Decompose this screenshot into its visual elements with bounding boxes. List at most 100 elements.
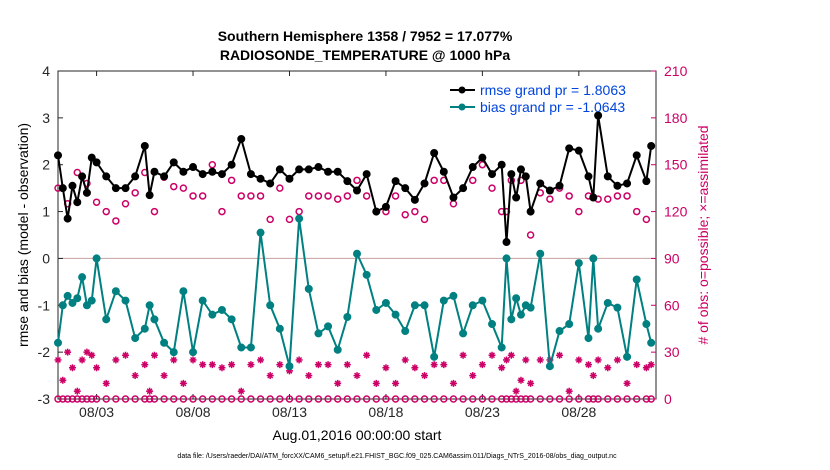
possible-point <box>314 192 323 200</box>
zero-count-point <box>522 395 530 403</box>
possible-point <box>131 189 139 197</box>
rmse-point <box>584 172 593 181</box>
assimilated-point <box>266 372 274 380</box>
assimilated-point <box>401 356 409 364</box>
possible-point <box>343 192 352 200</box>
bias-point <box>584 334 593 343</box>
assimilated-point <box>276 361 284 369</box>
assimilated-point <box>160 372 168 380</box>
assimilated-point <box>623 379 631 387</box>
rmse-point <box>227 160 236 169</box>
bias-point <box>512 294 521 303</box>
y-right-tick-label: 60 <box>664 297 680 313</box>
rmse-point <box>642 177 651 186</box>
rmse-point <box>121 184 130 193</box>
zero-count-point <box>430 395 438 403</box>
x-tick-label: 08/08 <box>176 404 211 420</box>
assimilated-point <box>295 356 303 364</box>
assimilated-point <box>556 351 564 359</box>
zero-count-point <box>83 395 91 403</box>
possible-point <box>102 207 110 216</box>
possible-point <box>179 184 188 192</box>
bias-point <box>189 348 198 357</box>
rmse-point <box>256 174 265 183</box>
assimilated-point <box>112 356 120 364</box>
assimilated-point <box>93 364 101 372</box>
possible-point <box>295 207 303 216</box>
rmse-point <box>324 167 333 176</box>
zero-count-point <box>362 395 371 403</box>
assimilated-point <box>488 351 496 359</box>
possible-point <box>362 192 371 200</box>
y-left-tick-label: -1 <box>38 297 51 313</box>
rmse-point <box>343 177 352 186</box>
bias-point <box>150 315 159 324</box>
bias-point <box>63 291 72 300</box>
assimilated-point <box>199 361 207 369</box>
bias-point <box>58 301 67 310</box>
assimilated-point <box>517 376 525 384</box>
y-left-tick-label: 2 <box>42 157 50 173</box>
assimilated-point <box>633 361 641 369</box>
assimilated-point <box>469 372 477 380</box>
zero-count-point <box>131 395 139 403</box>
zero-count-point <box>382 395 390 403</box>
rmse-point <box>169 158 178 167</box>
zero-count-point <box>594 395 602 403</box>
assimilated-point <box>334 379 342 387</box>
bias-point <box>198 296 207 305</box>
bias-point <box>179 287 188 296</box>
possible-point <box>401 210 409 219</box>
assimilated-point <box>237 387 245 395</box>
possible-point <box>285 215 294 224</box>
possible-point <box>208 160 217 169</box>
rmse-point <box>589 193 598 202</box>
bias-point <box>140 324 149 333</box>
assimilated-point <box>179 379 187 387</box>
assimilated-point <box>88 351 96 359</box>
assimilated-point <box>146 387 154 395</box>
rmse-point <box>217 170 226 179</box>
bias-point <box>594 324 603 333</box>
assimilated-point <box>449 379 457 387</box>
bias-point <box>623 352 632 361</box>
assimilated-point <box>421 372 429 380</box>
assimilated-point <box>642 364 650 372</box>
rmse-point <box>73 198 82 207</box>
rmse-point <box>594 111 603 120</box>
y-axis-left-label: rmse and bias (model - observation) <box>15 123 31 347</box>
bias-point <box>208 310 217 319</box>
possible-point <box>420 215 429 224</box>
possible-point <box>121 200 130 208</box>
bias-point <box>459 329 468 338</box>
zero-count-point <box>237 395 246 403</box>
rmse-point <box>449 193 458 202</box>
assimilated-point <box>512 387 520 395</box>
zero-count-point <box>536 395 545 403</box>
zero-count-point <box>333 395 342 403</box>
rmse-point <box>468 163 477 172</box>
assimilated-point <box>411 364 419 372</box>
bias-point <box>266 301 275 310</box>
assimilated-point <box>68 364 76 372</box>
zero-count-point <box>584 395 593 403</box>
zero-count-point <box>189 395 197 403</box>
rmse-point <box>502 238 511 247</box>
possible-point <box>623 192 631 200</box>
bias-point <box>574 259 583 268</box>
bias-point <box>430 352 439 361</box>
zero-count-point <box>512 395 520 403</box>
rmse-point <box>632 151 641 160</box>
y-left-tick-label: -2 <box>38 344 51 360</box>
assimilated-point <box>459 351 467 359</box>
rmse-point <box>526 207 535 216</box>
bias-point <box>145 301 154 310</box>
assimilated-point <box>218 364 226 372</box>
possible-point <box>517 176 525 185</box>
rmse-point <box>140 141 149 150</box>
zero-count-point <box>295 395 303 403</box>
zero-count-point <box>112 395 120 403</box>
bias-point <box>381 298 390 307</box>
zero-count-point <box>517 395 525 403</box>
